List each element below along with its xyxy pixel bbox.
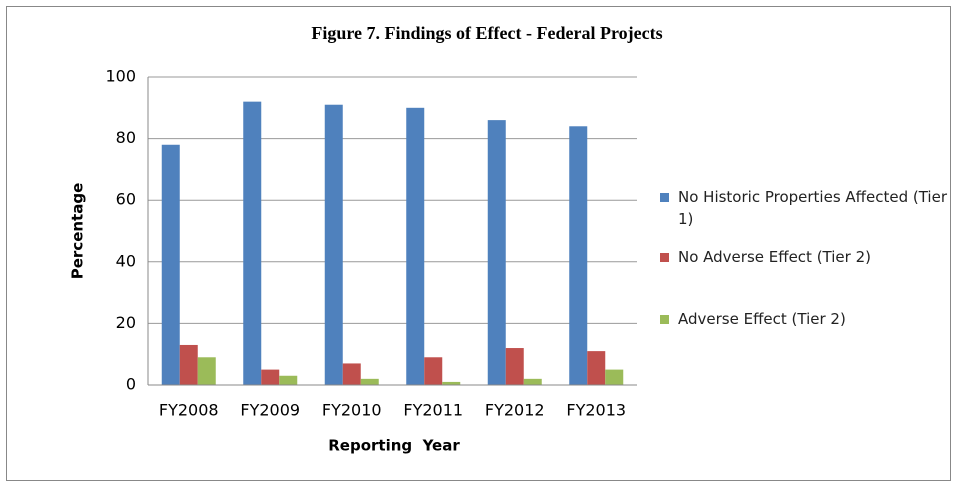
bar [279,375,298,385]
legend-swatch [660,193,669,202]
bar [360,378,379,385]
legend-swatch [660,253,669,262]
bar [442,381,461,385]
y-tick-label: 20 [116,313,136,332]
bar [487,120,506,386]
legend: No Historic Properties Affected (Tier 1)… [660,186,950,370]
frame [6,6,951,481]
y-tick-label: 60 [116,190,136,209]
x-tick-label: FY2012 [485,401,545,420]
x-tick-label: FY2008 [159,401,219,420]
bar [587,351,606,385]
chart-title: Figure 7. Findings of Effect - Federal P… [311,23,662,43]
bar [197,357,216,385]
y-tick-label: 100 [105,67,136,86]
legend-item: No Adverse Effect (Tier 2) [660,246,950,268]
bar [569,126,588,385]
legend-label: No Adverse Effect (Tier 2) [678,248,871,266]
y-tick-label: 40 [116,251,136,270]
bar [406,107,425,386]
x-tick-label: FY2011 [403,401,463,420]
bar [324,104,343,385]
bar [605,369,624,385]
y-tick-label: 0 [126,375,136,394]
legend-label: Adverse Effect (Tier 2) [678,310,846,328]
bar [424,357,443,385]
bar [161,144,180,385]
legend-item: No Historic Properties Affected (Tier 1) [660,186,950,230]
bar [261,369,280,385]
bar [342,363,361,385]
bar [243,101,262,385]
x-axis-label: Reporting Year [328,437,460,455]
bar [523,378,542,385]
legend-item: Adverse Effect (Tier 2) [660,308,950,330]
legend-label: No Historic Properties Affected (Tier 1) [678,188,947,228]
y-axis-label: Percentage [69,183,87,280]
x-tick-label: FY2010 [322,401,382,420]
x-tick-label: FY2009 [240,401,300,420]
bar [179,344,198,385]
x-tick-label: FY2013 [566,401,626,420]
y-tick-label: 80 [116,128,136,147]
bar [505,348,524,385]
legend-swatch [660,315,669,324]
